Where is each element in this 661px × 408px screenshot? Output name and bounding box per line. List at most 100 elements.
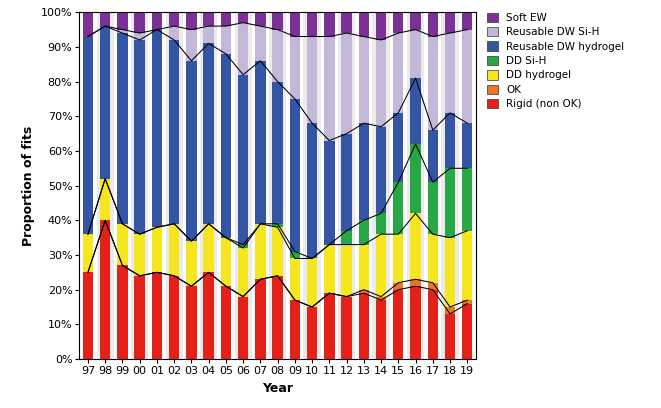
Bar: [393, 182, 403, 234]
Bar: [393, 12, 403, 33]
Bar: [134, 276, 145, 359]
Bar: [272, 30, 283, 82]
Bar: [376, 300, 386, 359]
Bar: [238, 12, 249, 22]
Bar: [186, 286, 196, 359]
Bar: [462, 123, 473, 168]
Bar: [407, 12, 424, 359]
Bar: [410, 286, 421, 359]
Bar: [428, 36, 438, 130]
Bar: [255, 279, 266, 359]
Bar: [100, 179, 110, 220]
Bar: [221, 54, 231, 237]
Bar: [186, 61, 196, 241]
Bar: [204, 44, 214, 224]
Bar: [376, 126, 386, 213]
Bar: [428, 234, 438, 283]
Bar: [272, 12, 283, 30]
Bar: [307, 37, 317, 123]
Bar: [238, 248, 249, 297]
Bar: [272, 224, 283, 227]
Bar: [134, 33, 145, 40]
Bar: [117, 33, 128, 224]
Bar: [372, 12, 390, 359]
Bar: [342, 12, 352, 33]
Bar: [131, 12, 148, 359]
Bar: [428, 283, 438, 290]
Bar: [393, 33, 403, 113]
Bar: [204, 12, 214, 26]
Bar: [445, 307, 455, 314]
Bar: [148, 12, 165, 359]
Bar: [152, 12, 162, 30]
Bar: [152, 30, 162, 227]
Bar: [272, 227, 283, 276]
Bar: [134, 12, 145, 33]
Bar: [290, 259, 300, 300]
Bar: [204, 26, 214, 44]
Bar: [114, 12, 131, 359]
Bar: [355, 12, 372, 359]
Bar: [410, 78, 421, 144]
Bar: [217, 12, 235, 359]
Bar: [359, 290, 369, 293]
Bar: [252, 12, 269, 359]
Bar: [359, 12, 369, 37]
Bar: [303, 12, 321, 359]
Bar: [83, 273, 93, 359]
Bar: [376, 234, 386, 297]
Bar: [255, 12, 266, 26]
Legend: Soft EW, Reusable DW Si-H, Reusable DW hydrogel, DD Si-H, DD hydrogel, OK, Rigid: Soft EW, Reusable DW Si-H, Reusable DW h…: [485, 11, 626, 111]
Bar: [462, 168, 473, 231]
Bar: [342, 134, 352, 231]
Bar: [169, 276, 179, 359]
Bar: [359, 220, 369, 245]
Bar: [307, 307, 317, 359]
Bar: [410, 279, 421, 286]
Bar: [100, 220, 110, 359]
Bar: [169, 26, 179, 40]
Bar: [238, 245, 249, 248]
Bar: [134, 40, 145, 234]
Bar: [83, 234, 93, 273]
Bar: [290, 99, 300, 251]
Bar: [428, 290, 438, 359]
Bar: [169, 224, 179, 276]
Bar: [445, 12, 455, 33]
Bar: [290, 37, 300, 99]
Bar: [376, 297, 386, 300]
Bar: [290, 300, 300, 359]
Bar: [290, 12, 300, 37]
Bar: [376, 213, 386, 234]
Bar: [359, 123, 369, 220]
Bar: [393, 290, 403, 359]
Bar: [307, 12, 317, 37]
X-axis label: Year: Year: [262, 381, 293, 395]
Bar: [342, 231, 352, 245]
Bar: [321, 12, 338, 359]
Bar: [359, 37, 369, 123]
Bar: [117, 30, 128, 33]
Bar: [445, 33, 455, 113]
Bar: [290, 251, 300, 259]
Bar: [100, 26, 110, 179]
Bar: [307, 123, 317, 259]
Bar: [221, 26, 231, 54]
Bar: [462, 300, 473, 304]
Bar: [445, 237, 455, 307]
Bar: [410, 12, 421, 30]
Bar: [424, 12, 442, 359]
Bar: [83, 12, 93, 37]
Bar: [410, 213, 421, 279]
Bar: [221, 286, 231, 359]
Bar: [186, 241, 196, 286]
Bar: [169, 40, 179, 224]
Bar: [238, 297, 249, 359]
Bar: [445, 169, 455, 237]
Bar: [272, 82, 283, 224]
Bar: [221, 237, 231, 286]
Bar: [200, 12, 217, 359]
Bar: [324, 36, 334, 140]
Bar: [428, 182, 438, 234]
Bar: [152, 273, 162, 359]
